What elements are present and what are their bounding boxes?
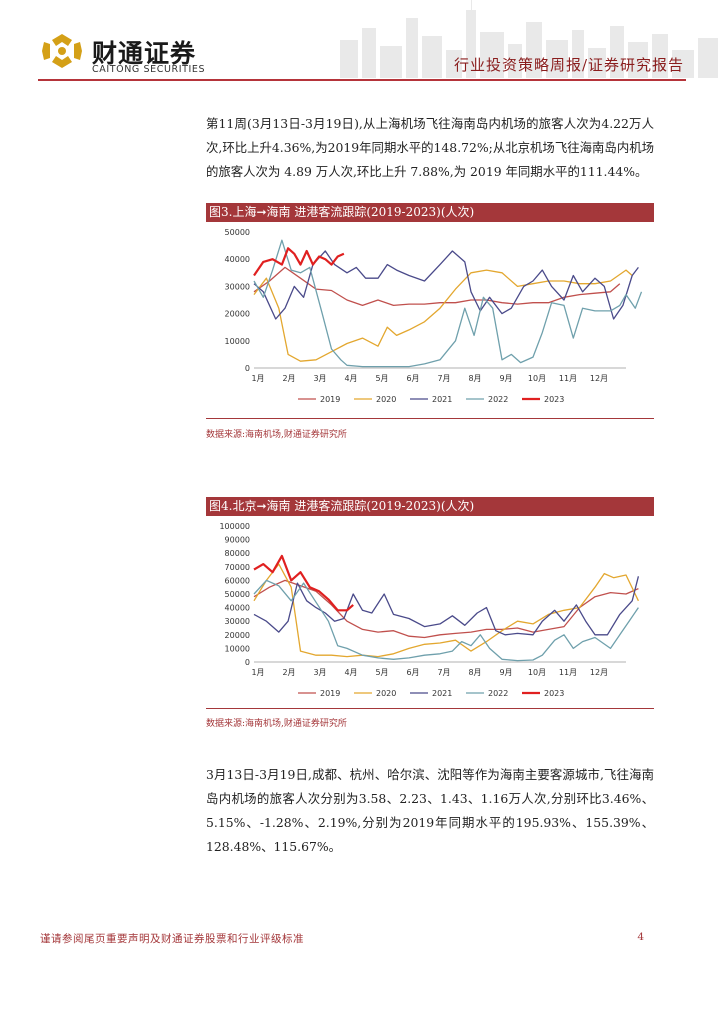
x-tick-label: 8月 (468, 668, 481, 677)
y-tick-label: 90000 (225, 536, 250, 545)
figure-3-source: 数据来源:海南机场,财通证券研究所 (206, 430, 347, 440)
brand-name-en: CAITONG SECURITIES (92, 64, 206, 75)
legend-label-2019: 2019 (320, 395, 340, 404)
series-line-2020 (253, 563, 639, 658)
y-tick-label: 40000 (225, 604, 250, 613)
page-number: 4 (637, 931, 644, 943)
footer-disclaimer: 谨请参阅尾页重要声明及财通证券股票和行业评级标准 (40, 933, 304, 945)
y-tick-label: 70000 (225, 563, 250, 572)
legend-label-2022: 2022 (488, 395, 508, 404)
legend-label-2021: 2021 (432, 395, 452, 404)
y-tick-label: 0 (245, 658, 250, 667)
header-divider (38, 79, 686, 81)
caitong-logo-icon (42, 34, 82, 68)
legend-label-2023: 2023 (544, 689, 564, 698)
figure-4-source: 数据来源:海南机场,财通证券研究所 (206, 719, 347, 729)
x-tick-label: 8月 (468, 374, 481, 383)
series-line-2021 (253, 576, 640, 636)
city-skyline-decoration (340, 0, 718, 78)
y-tick-label: 10000 (225, 644, 250, 653)
x-tick-label: 12月 (590, 668, 608, 677)
series-line-2019 (253, 579, 639, 639)
figure-4-title: 图4.北京➞海南 进港客流跟踪(2019-2023)(人次) (206, 497, 654, 516)
x-tick-label: 6月 (406, 668, 419, 677)
x-tick-label: 11月 (559, 668, 577, 677)
y-tick-label: 30000 (225, 282, 250, 291)
series-line-2023 (253, 554, 354, 612)
y-tick-label: 60000 (225, 576, 250, 585)
y-tick-label: 100000 (219, 522, 250, 531)
y-tick-label: 50000 (225, 228, 250, 237)
series-line-2019 (253, 266, 621, 307)
x-tick-label: 2月 (282, 668, 295, 677)
x-tick-label: 2月 (282, 374, 295, 383)
x-tick-label: 4月 (344, 668, 357, 677)
report-type-label: 行业投资策略周报/证券研究报告 (453, 56, 684, 74)
legend-label-2020: 2020 (376, 395, 396, 404)
y-tick-label: 50000 (225, 590, 250, 599)
body-paragraph-1: 第11周(3月13日-3月19日),从上海机场飞往海南岛内机场的旅客人次为4.2… (206, 116, 654, 179)
body-paragraph-2: 3月13日-3月19日,成都、杭州、哈尔滨、沈阳等作为海南主要客源城市,飞往海南… (206, 767, 654, 854)
figure-4-divider (206, 708, 654, 709)
x-tick-label: 5月 (375, 668, 388, 677)
figure-3-chart: 0 10000 20000 30000 40000 50000 1月 2月 3月 4月 5月 6月 7月… (225, 228, 643, 404)
y-tick-label: 30000 (225, 617, 250, 626)
x-tick-label: 5月 (375, 374, 388, 383)
x-tick-label: 6月 (406, 374, 419, 383)
figure-3-title: 图3.上海➞海南 进港客流跟踪(2019-2023)(人次) (206, 203, 654, 222)
x-tick-label: 10月 (528, 374, 546, 383)
y-tick-label: 0 (245, 364, 250, 373)
legend-label-2023: 2023 (544, 395, 564, 404)
legend-label-2019: 2019 (320, 689, 340, 698)
x-tick-label: 7月 (437, 374, 450, 383)
y-tick-label: 10000 (225, 337, 250, 346)
series-line-2022 (253, 239, 643, 368)
series-line-2022 (253, 579, 639, 662)
x-tick-label: 9月 (499, 668, 512, 677)
y-tick-label: 20000 (225, 631, 250, 640)
y-tick-label: 80000 (225, 549, 250, 558)
figure-3-divider (206, 418, 654, 419)
figure-4-chart: 0 10000 20000 30000 40000 50000 60000 70000 8000… (219, 522, 640, 698)
x-tick-label: 3月 (313, 374, 326, 383)
legend-label-2022: 2022 (488, 689, 508, 698)
legend-label-2020: 2020 (376, 689, 396, 698)
x-tick-label: 1月 (251, 668, 264, 677)
series-line-2020 (253, 269, 633, 362)
x-tick-label: 12月 (590, 374, 608, 383)
x-tick-label: 1月 (251, 374, 264, 383)
page-header: 财通证券 CAITONG SECURITIES 行业投资策略周报/证券研究报告 (0, 0, 724, 81)
x-tick-label: 4月 (344, 374, 357, 383)
legend-label-2021: 2021 (432, 689, 452, 698)
brand-name-cn: 财通证券 (92, 39, 197, 68)
x-tick-label: 3月 (313, 668, 326, 677)
y-tick-label: 40000 (225, 255, 250, 264)
series-line-2023 (253, 247, 345, 277)
x-tick-label: 11月 (559, 374, 577, 383)
x-tick-label: 7月 (437, 668, 450, 677)
x-tick-label: 9月 (499, 374, 512, 383)
y-tick-label: 20000 (225, 310, 250, 319)
x-tick-label: 10月 (528, 668, 546, 677)
